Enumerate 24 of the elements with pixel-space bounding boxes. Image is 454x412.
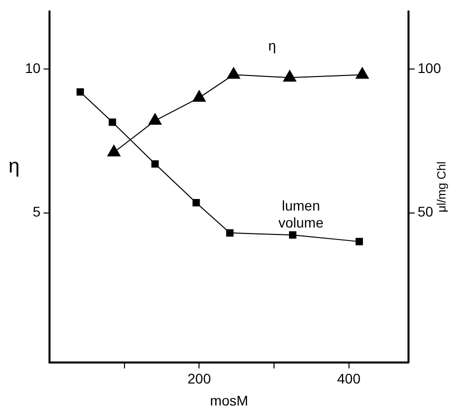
point (192, 90, 206, 102)
point (148, 113, 162, 125)
annotation: η (268, 37, 276, 54)
y2-tick-label: 100 (418, 60, 442, 76)
y-tick-label: 5 (32, 204, 41, 220)
annotation: lumen volume (278, 197, 324, 230)
y2-tick-label: 50 (418, 204, 434, 220)
point (227, 67, 240, 79)
point (283, 70, 296, 82)
point (151, 160, 159, 168)
x-tick-label: 400 (337, 370, 361, 387)
point (108, 118, 116, 126)
y-axis-title: η (8, 155, 20, 178)
point (289, 231, 296, 239)
y-tick-label: 10 (24, 60, 41, 76)
point (226, 229, 234, 237)
x-tick-label: 200 (188, 370, 212, 387)
point (107, 144, 120, 156)
y2-axis-title: μl/mg Chl (434, 161, 448, 212)
point (76, 88, 84, 96)
point (356, 238, 363, 246)
point (356, 67, 369, 79)
x-axis-title: mosM (210, 392, 248, 408)
point (192, 199, 200, 206)
